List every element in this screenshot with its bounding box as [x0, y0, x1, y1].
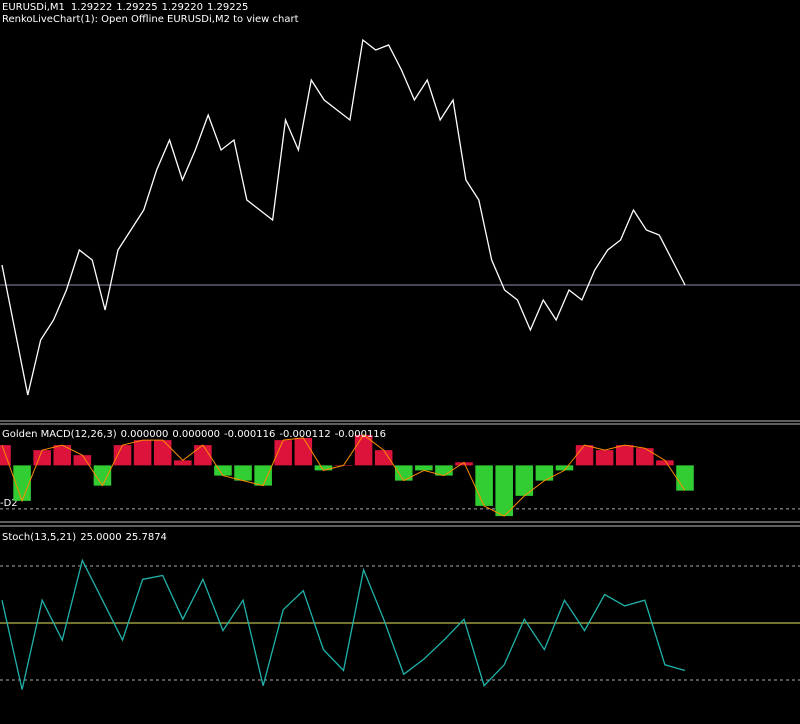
- indicator-title: Stoch(13,5,21) 25.0000 25.7874: [2, 532, 167, 543]
- indicator-name: Golden MACD(12,26,3): [2, 429, 117, 440]
- histogram-bar: [535, 465, 554, 481]
- indicator-value: -0.000116: [335, 429, 386, 440]
- histogram-bar: [415, 465, 433, 471]
- histogram-bar: [595, 450, 614, 466]
- histogram-bar: [113, 445, 132, 466]
- histogram-bar: [73, 455, 92, 466]
- symbol: EURUSDi,M1: [2, 2, 65, 13]
- histogram-bar: [53, 445, 72, 466]
- price-open: 1.29222: [71, 2, 112, 13]
- histogram-bar: [555, 465, 574, 471]
- histogram-bar: [394, 465, 413, 481]
- histogram-bar: [495, 465, 513, 517]
- histogram-bar: [615, 445, 634, 466]
- renko-notice: RenkoLiveChart(1): Open Offline EURUSDi,…: [2, 14, 299, 25]
- histogram-bar: [294, 437, 313, 466]
- price-close: 1.29225: [207, 2, 248, 13]
- indicator-title: Golden MACD(12,26,3) 0.000000 0.000000 -0.0…: [2, 429, 386, 440]
- histogram-bar: [314, 465, 333, 471]
- level-label: -D2: [0, 498, 18, 509]
- histogram-bar: [656, 460, 674, 466]
- histogram-bar: [33, 450, 51, 466]
- histogram-bar: [435, 465, 453, 476]
- histogram-bar: [174, 460, 192, 466]
- indicator-value: 25.0000: [80, 532, 121, 543]
- indicator-name: Stoch(13,5,21): [2, 532, 76, 543]
- histogram-bar: [354, 434, 373, 466]
- symbol-line: EURUSDi,M1 1.29222 1.29225 1.29220 1.29225: [2, 2, 248, 13]
- histogram-bar: [274, 440, 293, 466]
- indicator-value: 0.000000: [121, 429, 169, 440]
- histogram-bar: [676, 465, 694, 491]
- indicator-value: -0.000112: [279, 429, 330, 440]
- indicator-value: -0.000116: [224, 429, 275, 440]
- histogram-bar: [13, 465, 31, 501]
- series-line: [1, 558, 686, 690]
- histogram-bar: [153, 440, 172, 466]
- histogram-bar: [93, 465, 112, 486]
- indicator-value: 0.000000: [172, 429, 220, 440]
- histogram-bar: [133, 440, 152, 466]
- histogram-bar: [214, 465, 232, 476]
- histogram-bar: [515, 465, 534, 496]
- price-low: 1.29220: [162, 2, 203, 13]
- indicator-value: 25.7874: [126, 532, 167, 543]
- histogram-bar: [194, 445, 212, 466]
- histogram-outline: [1, 434, 686, 517]
- histogram-bar: [254, 465, 272, 486]
- histogram-bar: [636, 448, 654, 466]
- histogram-bar: [374, 450, 393, 466]
- histogram-bar: [234, 465, 252, 481]
- histogram-bar: [475, 465, 493, 506]
- series-line: [1, 38, 686, 396]
- price-high: 1.29225: [116, 2, 157, 13]
- histogram-bar: [455, 462, 473, 466]
- histogram-bar: [575, 445, 594, 466]
